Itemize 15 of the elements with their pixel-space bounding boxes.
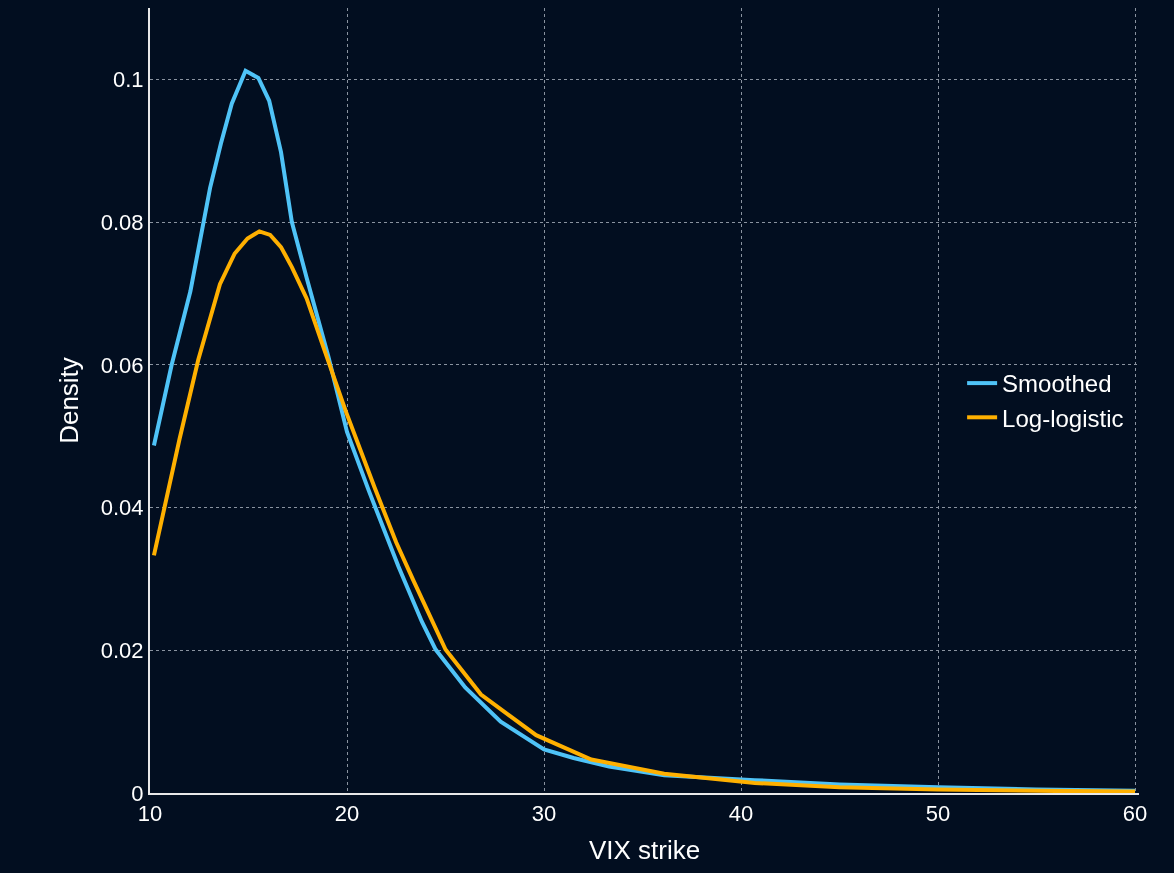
y-tick-label: 0.04	[100, 495, 144, 521]
x-tick-label: 60	[1122, 801, 1148, 827]
line-series	[151, 229, 1138, 793]
x-axis-title: VIX strike	[588, 834, 701, 865]
y-tick-label: 0.02	[100, 637, 144, 663]
y-tick-label: 0.08	[100, 209, 144, 235]
legend-label: Smoothed	[1002, 370, 1112, 398]
y-axis-title: Density	[53, 357, 84, 444]
x-tick-label: 40	[728, 801, 754, 827]
legend-label: Log-logistic	[1002, 404, 1124, 432]
y-tick-label: 0.1	[113, 67, 144, 93]
x-tick-label: 50	[925, 801, 951, 827]
x-tick-label: 30	[531, 801, 557, 827]
y-tick-label: 0.06	[100, 352, 144, 378]
x-tick-label: 20	[334, 801, 360, 827]
